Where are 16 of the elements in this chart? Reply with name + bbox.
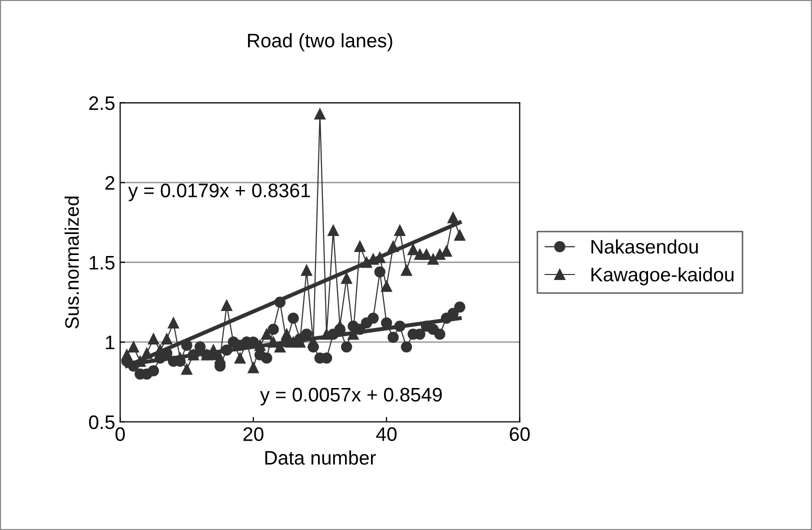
y-tick-label: 2	[105, 176, 114, 190]
chart-title: Road (two lanes)	[248, 33, 392, 52]
annotation: y = 0.0057x + 0.8549	[260, 388, 442, 406]
y-tick-label: 1	[106, 336, 114, 350]
y-axis-title: Sus.normalized	[64, 196, 79, 328]
x-tick-label: 0	[116, 427, 125, 442]
x-tick-label: 60	[510, 427, 530, 442]
y-tick-label: 0.5	[89, 415, 114, 430]
y-tick-label: 1.5	[90, 256, 114, 270]
annotation: y = 0.0179x + 0.8361	[128, 184, 310, 202]
x-axis-title: Data number	[265, 450, 376, 465]
legend-label: Nakasendou	[591, 239, 698, 254]
x-tick-label: 40	[376, 427, 397, 442]
y-tick-label: 2.5	[89, 96, 114, 110]
legend-label: Kawagoe-kaidou	[591, 267, 734, 286]
x-tick-label: 20	[244, 427, 264, 442]
